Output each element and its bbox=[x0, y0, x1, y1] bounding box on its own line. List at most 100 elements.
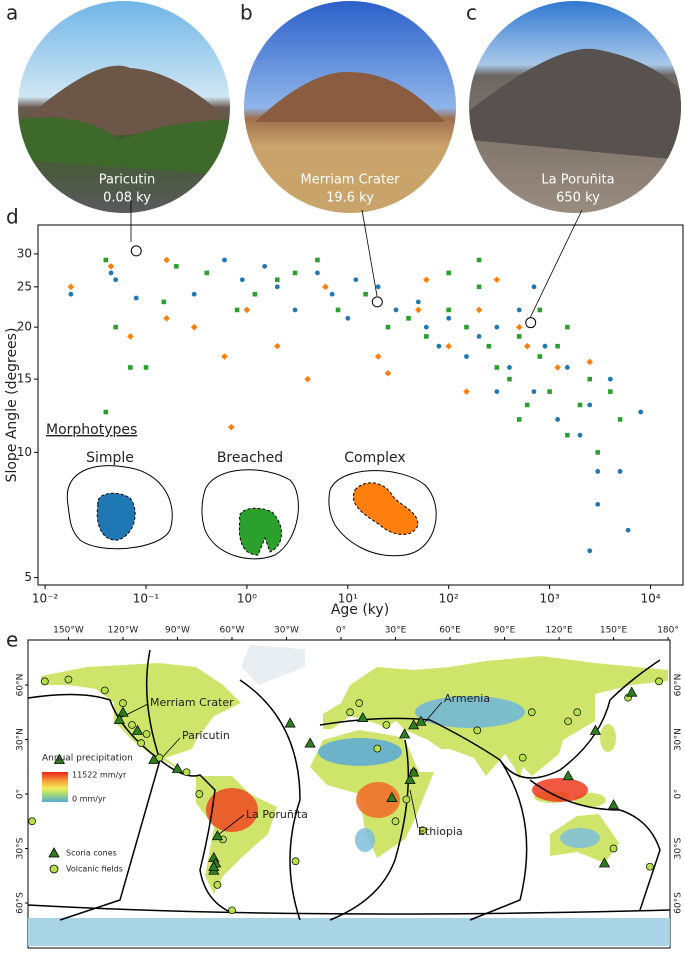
point bbox=[617, 417, 623, 422]
point bbox=[547, 389, 552, 394]
point bbox=[363, 291, 368, 297]
point bbox=[507, 376, 512, 382]
point bbox=[304, 375, 311, 383]
point bbox=[625, 527, 631, 533]
legend-label: Breached bbox=[217, 450, 283, 466]
x-tick-label: 0° bbox=[336, 626, 346, 636]
point bbox=[555, 343, 560, 349]
point bbox=[335, 307, 341, 313]
world-map: 150°W 120°W 90°W 60°W 30°W 0° 30°E 60°E 90°E 120°… bbox=[16, 626, 684, 949]
volcanic-field bbox=[573, 708, 582, 717]
x-tick-label: 10⁰ bbox=[237, 592, 257, 606]
x-tick-label: 120°E bbox=[545, 626, 573, 636]
point bbox=[537, 354, 543, 359]
point bbox=[586, 358, 594, 366]
volcanic-field bbox=[355, 699, 364, 708]
legend-label: Simple bbox=[86, 450, 134, 466]
point bbox=[113, 324, 118, 330]
point bbox=[523, 342, 531, 350]
point bbox=[353, 277, 359, 283]
point bbox=[587, 376, 593, 382]
point bbox=[565, 432, 570, 438]
panel-letter: d bbox=[6, 205, 19, 229]
point bbox=[221, 353, 228, 360]
point bbox=[531, 389, 537, 394]
point bbox=[463, 388, 470, 395]
point bbox=[161, 299, 167, 305]
volcanic-field bbox=[402, 795, 411, 804]
legend-swatch bbox=[96, 492, 136, 541]
point bbox=[608, 389, 613, 394]
x-tick-label: 10³ bbox=[540, 592, 560, 606]
volcanic-field bbox=[142, 730, 151, 738]
icon-outline bbox=[328, 470, 437, 557]
scoria-cone bbox=[211, 830, 224, 841]
point bbox=[103, 257, 109, 263]
volcanic-field bbox=[182, 768, 191, 777]
point bbox=[234, 307, 240, 313]
scoria-cone bbox=[607, 799, 620, 810]
precip-colorbar bbox=[42, 772, 68, 802]
y-tick-label: 60°N bbox=[16, 674, 26, 697]
point bbox=[507, 365, 512, 370]
legend-title: Morphotypes bbox=[46, 422, 137, 438]
volcanic-field bbox=[564, 717, 572, 726]
x-tick-label: 90°E bbox=[494, 626, 516, 636]
point bbox=[415, 306, 422, 314]
point bbox=[476, 334, 482, 339]
scoria-cone bbox=[53, 753, 65, 764]
point bbox=[292, 307, 298, 313]
point bbox=[103, 409, 109, 415]
highlight-ring bbox=[371, 296, 383, 308]
scoria-cone bbox=[589, 724, 601, 735]
point bbox=[436, 343, 442, 349]
y-tick-label: 30°N bbox=[674, 728, 684, 751]
point bbox=[163, 256, 170, 264]
point bbox=[542, 343, 548, 349]
annotation-line bbox=[361, 209, 378, 297]
point bbox=[174, 264, 179, 269]
volcanic-field bbox=[609, 844, 618, 853]
scoria-cone bbox=[562, 770, 574, 781]
volcano-age: 19.6 ky bbox=[326, 191, 374, 206]
volcanic-field bbox=[418, 826, 427, 835]
point bbox=[524, 402, 530, 408]
point bbox=[190, 323, 198, 331]
point bbox=[68, 291, 74, 297]
point bbox=[531, 284, 537, 290]
y-tick-label: 30°N bbox=[16, 728, 26, 751]
volcanic-field bbox=[655, 677, 663, 686]
point bbox=[239, 277, 245, 283]
panel-letter: b bbox=[240, 1, 253, 25]
y-tick-label: 60°S bbox=[674, 892, 684, 914]
precip-title: Annual precipitation bbox=[42, 754, 133, 764]
point bbox=[494, 324, 500, 330]
point bbox=[273, 342, 281, 350]
x-axis-label: Age (ky) bbox=[331, 602, 389, 618]
scoria-cone bbox=[404, 773, 416, 784]
y-tick-label: 20 bbox=[17, 320, 32, 334]
point bbox=[243, 306, 251, 314]
y-tick-label: 30°S bbox=[16, 837, 26, 859]
scoria-cone bbox=[148, 753, 160, 764]
x-tick-label: 150°E bbox=[600, 626, 628, 636]
point bbox=[446, 307, 452, 313]
x-tick-label: 30°W bbox=[274, 626, 299, 636]
y-tick-label: 0° bbox=[16, 789, 26, 799]
point bbox=[464, 354, 469, 359]
point bbox=[564, 365, 570, 370]
point bbox=[133, 295, 139, 301]
x-tick-label: 180° bbox=[657, 626, 679, 636]
point bbox=[516, 334, 522, 339]
volcanic-field bbox=[382, 721, 391, 729]
volcanic-field bbox=[100, 686, 109, 695]
y-tick-label: 30 bbox=[17, 246, 32, 260]
volcano-name: La Poruñita bbox=[541, 173, 614, 188]
legend-swatch bbox=[352, 482, 419, 535]
x-tick-label: 120°W bbox=[108, 626, 139, 636]
point bbox=[515, 323, 523, 331]
point bbox=[446, 315, 452, 321]
point bbox=[638, 409, 644, 415]
point bbox=[587, 548, 593, 554]
volcano-age: 0.08 ky bbox=[103, 191, 151, 206]
